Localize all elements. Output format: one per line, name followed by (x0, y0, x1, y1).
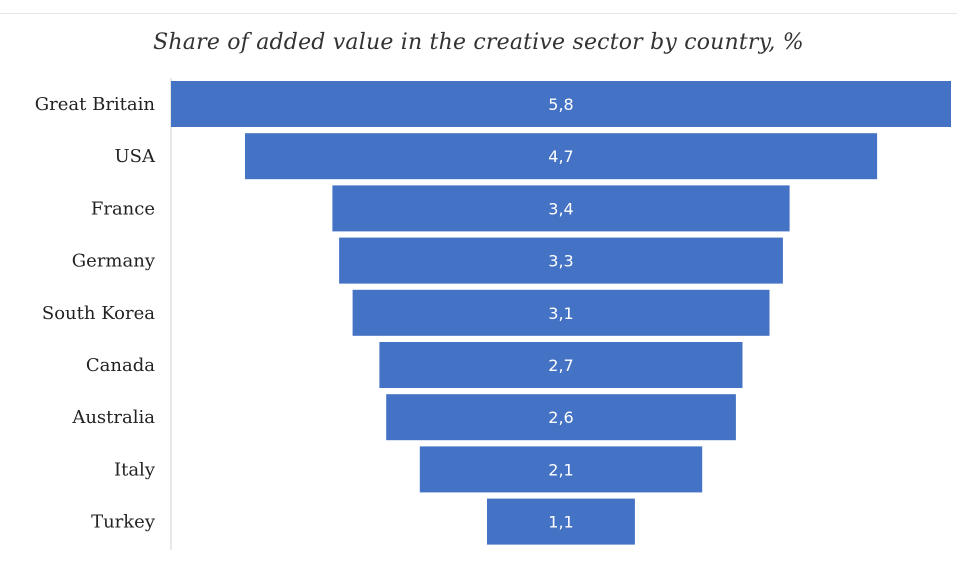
data-label: 3,3 (548, 252, 573, 271)
funnel-bar (332, 185, 790, 232)
funnel-bar (245, 133, 878, 180)
funnel-bar (379, 342, 743, 388)
data-label: 3,1 (548, 304, 573, 323)
funnel-bar (339, 237, 783, 284)
category-tick-label: Canada (86, 355, 155, 376)
data-label: 5,8 (548, 95, 573, 114)
data-label: 3,4 (548, 199, 573, 218)
category-tick-label: South Korea (42, 303, 155, 324)
funnel-bar (352, 289, 770, 336)
data-label: 2,1 (548, 460, 573, 479)
category-tick-label: Germany (72, 251, 156, 272)
funnel-bar (171, 81, 951, 127)
funnel-bar (386, 394, 736, 441)
category-tick-label: France (91, 198, 155, 219)
funnel-bar (487, 498, 635, 545)
category-tick-label: Turkey (91, 512, 156, 533)
category-tick-label: Australia (71, 407, 155, 428)
chart-title: Share of added value in the creative sec… (153, 30, 804, 55)
category-tick-label: USA (115, 146, 157, 167)
data-label: 2,7 (548, 356, 573, 375)
category-tick-label: Great Britain (35, 94, 156, 115)
data-label: 2,6 (548, 408, 573, 427)
funnel-bar (419, 446, 703, 493)
data-label: 4,7 (548, 147, 573, 166)
category-tick-label: Italy (114, 459, 156, 480)
chart-frame (0, 13, 957, 563)
data-label: 1,1 (548, 513, 573, 532)
